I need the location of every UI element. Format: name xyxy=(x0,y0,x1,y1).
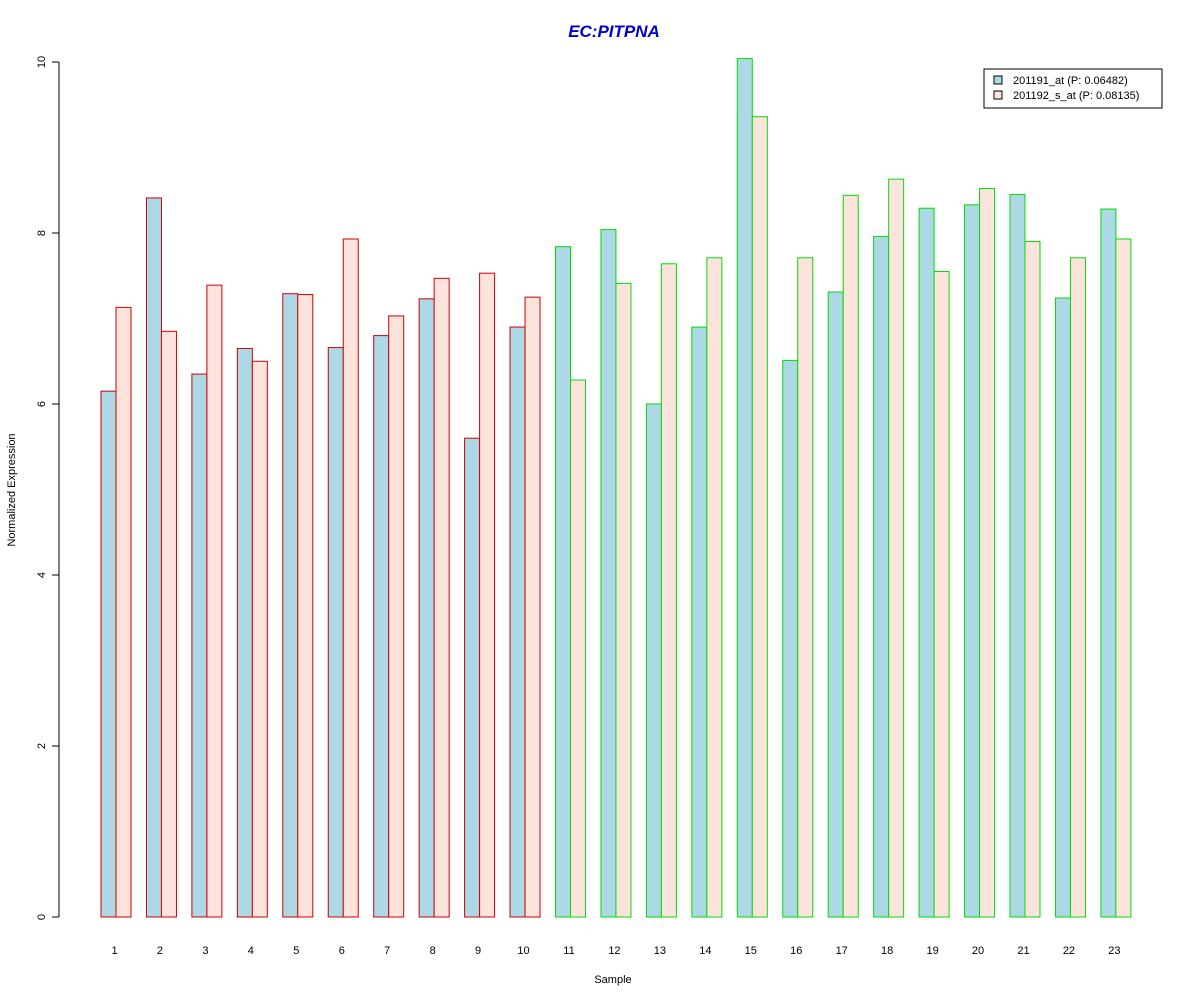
bar-series-2 xyxy=(888,178,905,918)
x-tick-label: 19 xyxy=(926,945,938,957)
x-tick-label: 3 xyxy=(202,945,208,957)
bar-series-2 xyxy=(933,270,950,918)
bar-series-1 xyxy=(782,359,799,918)
x-tick-label: 4 xyxy=(248,945,254,957)
bar-series-1 xyxy=(827,291,844,918)
bar-series-1 xyxy=(1009,194,1026,918)
x-tick-label: 10 xyxy=(517,945,529,957)
bar-series-1 xyxy=(600,229,617,918)
bar-series-1 xyxy=(964,204,981,918)
x-tick-label: 8 xyxy=(430,945,436,957)
bar-series-2 xyxy=(797,257,814,918)
bar-series-1 xyxy=(191,373,208,918)
x-tick-label: 17 xyxy=(836,945,848,957)
bar-series-2 xyxy=(842,194,859,918)
bar-series-2 xyxy=(388,315,405,918)
legend-box xyxy=(983,68,1163,109)
x-tick-label: 1 xyxy=(111,945,117,957)
bar-series-2 xyxy=(297,294,314,918)
bar-series-2 xyxy=(251,360,268,918)
x-tick-label: 9 xyxy=(475,945,481,957)
bar-series-1 xyxy=(282,293,299,918)
x-tick-label: 7 xyxy=(384,945,390,957)
x-tick-label: 5 xyxy=(293,945,299,957)
bar-series-2 xyxy=(115,306,132,918)
legend-label-series-1: 201191_at (P: 0.06482) xyxy=(1013,75,1128,87)
bar-series-2 xyxy=(1024,241,1041,918)
y-tick-label: 4 xyxy=(36,572,48,578)
y-tick-label: 10 xyxy=(36,56,48,68)
x-tick-label: 13 xyxy=(654,945,666,957)
bar-series-1 xyxy=(509,326,526,918)
bar-series-1 xyxy=(555,246,571,918)
bar-series-1 xyxy=(645,403,662,918)
y-axis: 0 2 4 6 8 10 xyxy=(36,56,60,920)
legend-swatch-series-2 xyxy=(993,90,1003,100)
bar-series-1 xyxy=(145,197,162,918)
x-tick-label: 12 xyxy=(608,945,620,957)
x-tick-label: 20 xyxy=(972,945,984,957)
bar-series-1 xyxy=(873,235,890,918)
x-tick-label: 11 xyxy=(563,945,574,957)
x-axis-label: Sample xyxy=(594,974,631,986)
bar-series-2 xyxy=(206,284,223,918)
bar-series-1 xyxy=(1100,208,1117,918)
y-tick-label: 0 xyxy=(36,914,48,920)
bars xyxy=(100,58,1132,918)
chart-title: EC:PITPNA xyxy=(568,22,660,41)
bar-series-1 xyxy=(1054,297,1071,918)
bar-series-1 xyxy=(918,207,935,918)
legend: 201191_at (P: 0.06482) 201192_s_at (P: 0… xyxy=(983,68,1163,109)
bar-series-1 xyxy=(464,437,481,918)
bar-series-2 xyxy=(433,277,450,918)
bar-series-2 xyxy=(751,116,768,918)
x-tick-label: 23 xyxy=(1108,945,1120,957)
bar-series-1 xyxy=(691,326,708,918)
y-tick-label: 2 xyxy=(36,743,48,749)
x-tick-label: 18 xyxy=(881,945,893,957)
bar-series-2 xyxy=(524,296,541,918)
bar-series-2 xyxy=(660,263,677,918)
x-tick-label: 6 xyxy=(339,945,345,957)
bar-series-2 xyxy=(1069,257,1086,918)
y-tick-label: 8 xyxy=(36,230,48,236)
x-tick-label: 14 xyxy=(699,945,711,957)
legend-label-series-2: 201192_s_at (P: 0.08135) xyxy=(1013,90,1139,102)
bar-series-1 xyxy=(418,298,435,918)
bar-series-2 xyxy=(615,282,632,918)
x-tick-label: 21 xyxy=(1017,945,1029,957)
x-tick-label: 22 xyxy=(1063,945,1075,957)
bar-series-1 xyxy=(236,347,253,918)
bar-series-2 xyxy=(1115,238,1132,918)
bar-series-2 xyxy=(706,257,723,918)
bar-series-2 xyxy=(160,330,177,918)
bar-series-1 xyxy=(100,390,117,918)
y-axis-label: Normalized Expression xyxy=(6,433,18,546)
x-tick-label: 15 xyxy=(745,945,757,957)
bar-series-1 xyxy=(327,347,344,918)
bar-series-1 xyxy=(736,58,753,918)
legend-swatch-series-1 xyxy=(993,75,1003,85)
bar-series-2 xyxy=(342,238,359,918)
x-tick-label: 2 xyxy=(157,945,163,957)
bar-series-2 xyxy=(979,188,996,918)
x-tick-labels: 1 2 3 4 5 6 7 8 9 10 11 12 13 14 15 16 17 18 19 20 21 22 23 xyxy=(111,945,1120,957)
bar-series-1 xyxy=(373,335,390,918)
y-tick-label: 6 xyxy=(36,401,48,407)
x-tick-label: 16 xyxy=(790,945,802,957)
bar-series-2 xyxy=(479,272,496,918)
bar-series-2 xyxy=(570,379,586,918)
